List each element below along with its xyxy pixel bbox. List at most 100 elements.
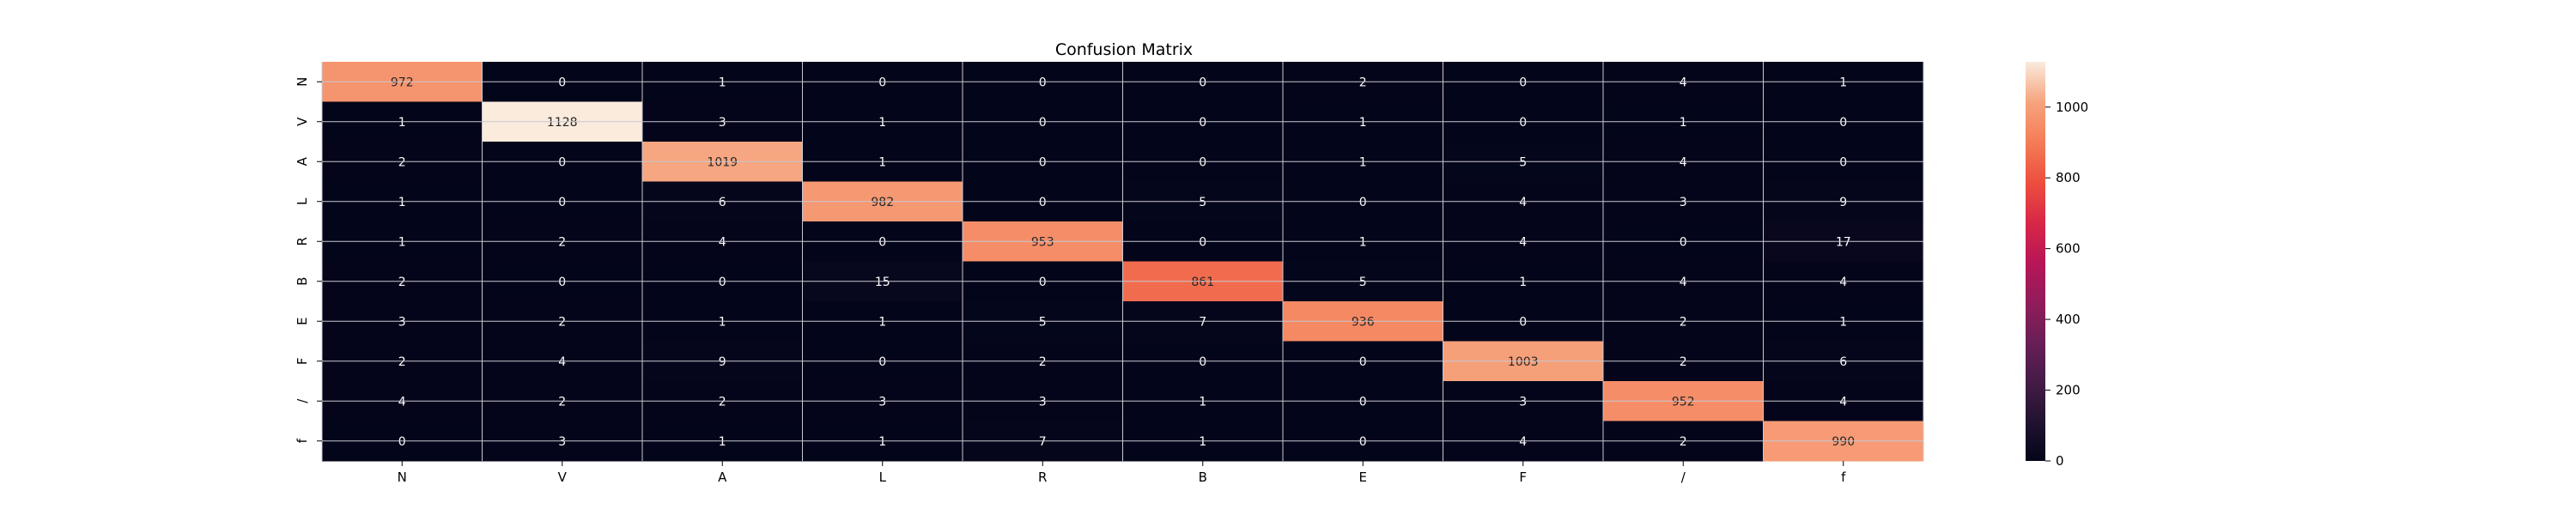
cell-value-label: 0 [1359,435,1367,449]
y-tick-label: N [295,77,310,87]
colorbar-tick-label: 600 [2056,241,2081,257]
cell-value-label: 936 [1352,315,1375,329]
cell-value-label: 6 [719,196,726,209]
cell-value-label: 2 [398,355,406,369]
cell-value-label: 0 [1199,235,1206,249]
x-tick-label: F [1519,470,1527,485]
cell-value-label: 0 [1519,116,1527,130]
cell-value-label: 1 [398,116,406,130]
cell-value-label: 1 [719,76,726,89]
colorbar-tick-label: 800 [2056,170,2081,185]
cell-value-label: 0 [719,276,726,289]
cell-value-label: 0 [1359,355,1367,369]
cell-value-label: 5 [1519,155,1527,169]
cell-value-label: 0 [1199,76,1206,89]
cell-value-label: 0 [878,76,886,89]
chart-title: Confusion Matrix [1055,40,1193,59]
cell-value-label: 0 [1039,155,1047,169]
cell-value-label: 2 [1680,315,1687,329]
cell-value-label: 17 [1836,235,1851,249]
cell-value-label: 3 [558,435,566,449]
cell-value-label: 1 [1680,116,1687,130]
cell-value-label: 3 [1039,395,1047,409]
cell-value-label: 4 [398,395,406,409]
cell-value-label: 0 [558,76,566,89]
colorbar-gradient [2026,62,2045,461]
cell-value-label: 982 [871,196,894,209]
y-tick-label: V [295,117,310,126]
cell-value-label: 861 [1191,276,1214,289]
cell-value-label: 2 [1359,76,1367,89]
x-tick-label: / [1681,470,1686,485]
cell-value-label: 1 [878,155,886,169]
cell-value-label: 952 [1672,395,1695,409]
cell-value-label: 9 [1839,196,1847,209]
cell-value-label: 3 [719,116,726,130]
x-tick-label: A [718,470,727,485]
cell-value-label: 0 [1039,116,1047,130]
cell-value-label: 1 [398,235,406,249]
cell-value-label: 0 [1359,395,1367,409]
cell-value-label: 4 [1519,196,1527,209]
cell-value-label: 15 [875,276,890,289]
cell-value-label: 0 [1199,355,1206,369]
y-tick-label: L [295,197,310,205]
cell-value-label: 4 [558,355,566,369]
y-tick-label: / [295,398,310,403]
cell-value-label: 0 [558,155,566,169]
cell-value-label: 3 [398,315,406,329]
cell-value-label: 4 [1839,276,1847,289]
cell-value-label: 4 [1680,76,1687,89]
cell-value-label: 1 [878,315,886,329]
cell-value-label: 1 [1839,76,1847,89]
cell-value-label: 0 [1839,155,1847,169]
cell-value-label: 0 [1039,76,1047,89]
cell-value-label: 4 [1519,435,1527,449]
cell-value-label: 0 [1039,276,1047,289]
cell-value-label: 3 [1519,395,1527,409]
cell-value-label: 2 [1680,355,1687,369]
heatmap-plot-area: 972 0 1 0 0 0 2 0 4 11 1128 3 1 0 0 1 0 1 02 0 1019 1 0 0 1 5 4 01 0… [321,62,1924,462]
cell-value-label: 0 [1039,196,1047,209]
cell-value-label: 1 [1839,315,1847,329]
x-tick-label: V [558,470,568,485]
y-tick-label: R [295,237,310,245]
x-tick-label: R [1038,470,1047,485]
cell-value-label: 5 [1199,196,1206,209]
cell-value-label: 0 [398,435,406,449]
cell-value-label: 1 [719,315,726,329]
cell-value-label: 4 [1519,235,1527,249]
cell-value-label: 1128 [547,116,578,130]
cell-value-label: 1 [1359,155,1367,169]
cell-value-label: 4 [719,235,726,249]
cell-value-label: 2 [558,235,566,249]
cell-value-label: 2 [1039,355,1047,369]
cell-value-label: 5 [1039,315,1047,329]
cell-value-label: 0 [1199,116,1206,130]
colorbar-tick-label: 400 [2056,312,2081,327]
cell-value-label: 2 [558,315,566,329]
x-tick-label: L [879,470,887,485]
cell-value-label: 4 [1680,276,1687,289]
cell-value-label: 1 [1359,235,1367,249]
y-tick-label: A [295,156,310,166]
cell-value-label: 990 [1832,435,1855,449]
cell-value-label: 1 [878,116,886,130]
cell-value-label: 1 [878,435,886,449]
cell-value-label: 972 [391,76,414,89]
cell-value-label: 0 [1519,76,1527,89]
cell-value-label: 1 [1199,435,1206,449]
colorbar: 0 200 400 600 800 1000 [2026,62,2088,469]
cell-value-label: 0 [1359,196,1367,209]
cell-value-label: 1 [1199,395,1206,409]
cell-value-label: 1 [1519,276,1527,289]
cell-value-label: 2 [398,276,406,289]
colorbar-tick-label: 200 [2056,383,2081,398]
cell-value-label: 5 [1359,276,1367,289]
cell-value-label: 2 [1680,435,1687,449]
cell-value-label: 1019 [707,155,738,169]
cell-value-label: 0 [1519,315,1527,329]
x-tick-label: E [1359,470,1367,485]
colorbar-tick-label: 1000 [2056,100,2088,115]
